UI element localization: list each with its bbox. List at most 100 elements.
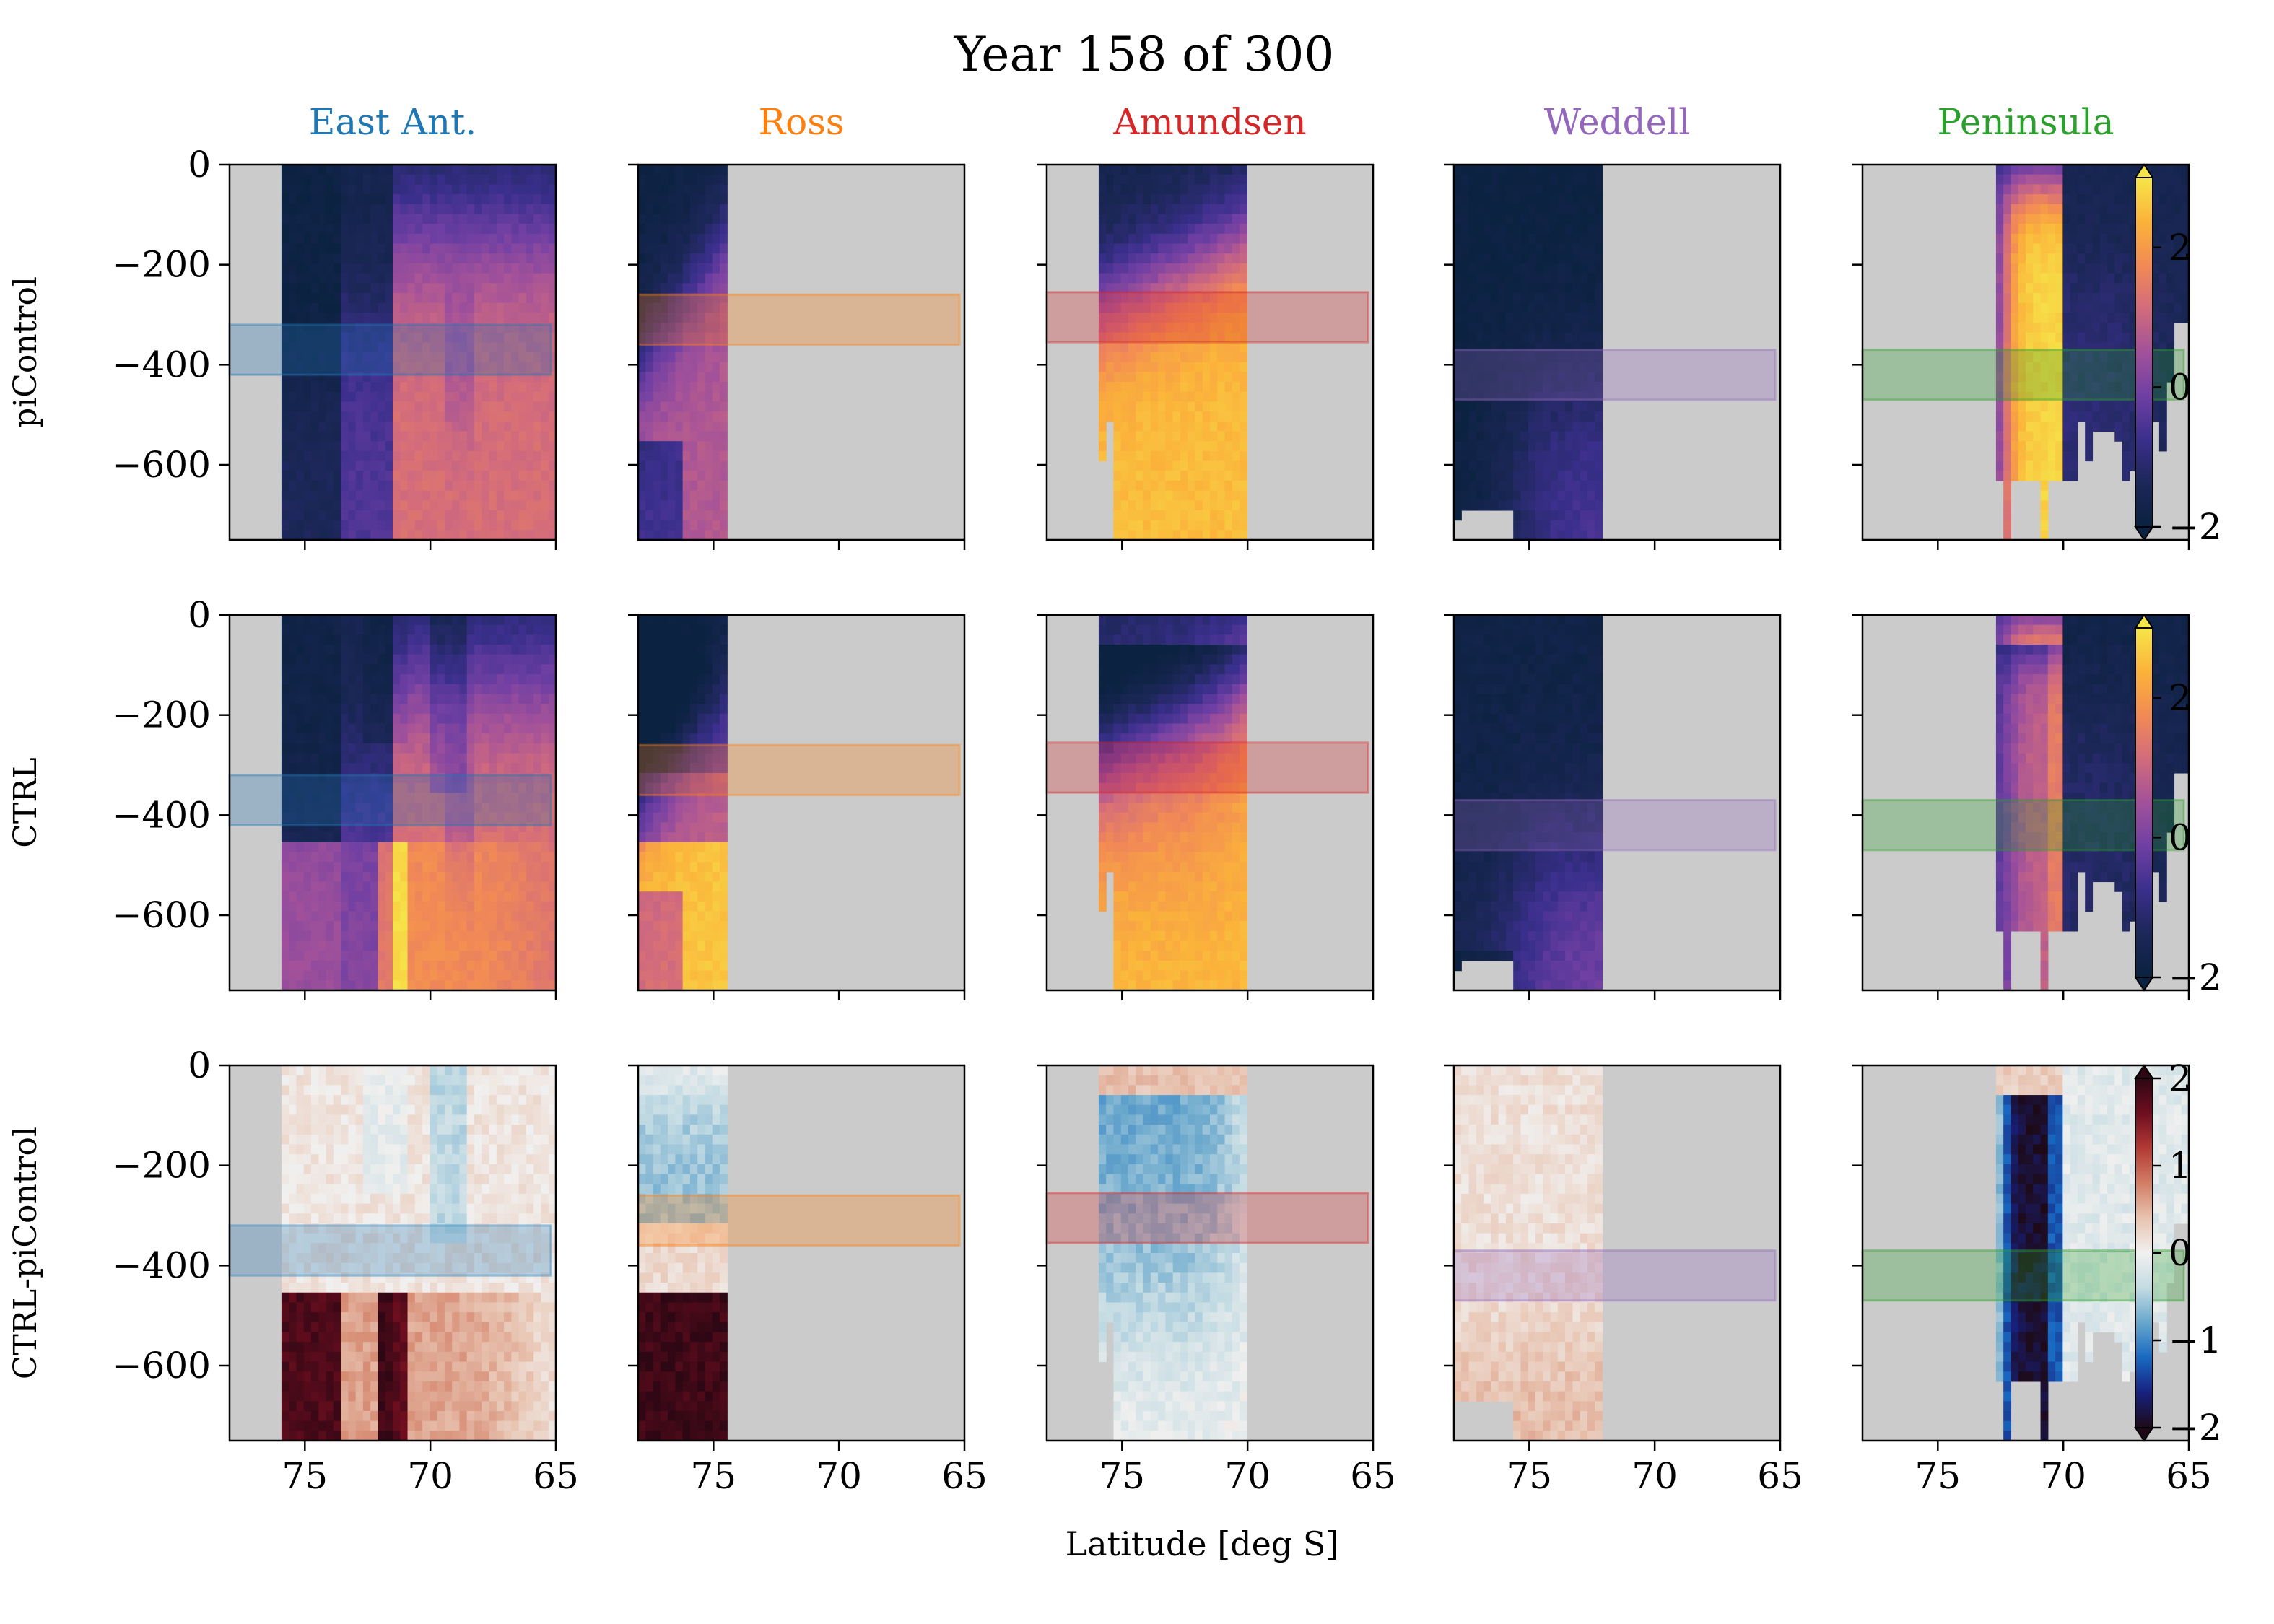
- heatmap-cell: [385, 842, 393, 853]
- heatmap-cell: [2077, 391, 2086, 403]
- heatmap-cell: [1165, 471, 1174, 481]
- heatmap-cell: [459, 530, 468, 541]
- heatmap-cell: [1595, 263, 1603, 274]
- heatmap-cell: [1158, 490, 1166, 501]
- heatmap-cell: [1520, 292, 1529, 304]
- heatmap-cell: [1165, 214, 1174, 224]
- heatmap-cell: [385, 921, 393, 932]
- heatmap-cell: [400, 471, 409, 481]
- heatmap-cell: [318, 871, 327, 883]
- heatmap-cell: [348, 411, 357, 422]
- heatmap-cell: [452, 302, 461, 313]
- heatmap-cell: [370, 263, 379, 274]
- heatmap-cell: [422, 520, 430, 531]
- heatmap-cell: [303, 615, 312, 626]
- heatmap-cell: [1098, 214, 1107, 224]
- heatmap-cell: [2026, 313, 2034, 323]
- heatmap-cell: [496, 411, 505, 422]
- heatmap-cell: [1535, 421, 1543, 432]
- heatmap-cell: [1202, 490, 1211, 501]
- heatmap-cell: [1565, 243, 1573, 254]
- heatmap-cell: [2018, 253, 2026, 264]
- heatmap-cell: [2003, 401, 2012, 412]
- heatmap-cell: [296, 283, 305, 294]
- heatmap-cell: [518, 233, 527, 245]
- heatmap-cell: [511, 283, 520, 294]
- heatmap-cell: [2018, 401, 2026, 412]
- heatmap-cell: [2085, 243, 2094, 254]
- heatmap-cell: [385, 723, 393, 734]
- heatmap-cell: [422, 322, 430, 333]
- heatmap-cell: [437, 313, 445, 323]
- heatmap-cell: [2062, 460, 2071, 471]
- heatmap-cell: [1224, 520, 1233, 531]
- heatmap-cell: [1224, 184, 1233, 195]
- heatmap-cell: [407, 842, 416, 853]
- heatmap-cell: [1520, 490, 1529, 501]
- heatmap-cell: [430, 263, 438, 274]
- heatmap-cell: [489, 283, 497, 294]
- heatmap-cell: [1113, 500, 1122, 511]
- heatmap-cell: [1172, 441, 1181, 452]
- heatmap-cell: [303, 441, 312, 452]
- heatmap-cell: [2040, 471, 2049, 481]
- heatmap-cell: [378, 401, 386, 412]
- heatmap-cell: [2011, 263, 2019, 274]
- heatmap-cell: [437, 842, 445, 853]
- heatmap-cell: [1232, 283, 1240, 294]
- heatmap-cell: [1491, 165, 1499, 175]
- heatmap-cell: [1106, 382, 1115, 393]
- heatmap-cell: [2122, 441, 2130, 452]
- heatmap-cell: [1535, 224, 1543, 235]
- heatmap-cell: [1550, 174, 1559, 185]
- heatmap-cell: [1528, 292, 1536, 304]
- heatmap-cell: [459, 204, 468, 215]
- heatmap-cell: [660, 352, 668, 363]
- heatmap-cell: [1136, 520, 1144, 531]
- heatmap-cell: [1195, 342, 1203, 353]
- heatmap-cell: [675, 174, 684, 185]
- heatmap-cell: [281, 862, 289, 873]
- heatmap-cell: [2129, 372, 2138, 383]
- heatmap-cell: [1232, 450, 1240, 462]
- heatmap-cell: [1491, 233, 1499, 245]
- heatmap-cell: [668, 283, 676, 294]
- heatmap-cell: [318, 471, 327, 481]
- heatmap-cell: [2114, 263, 2123, 274]
- heatmap-cell: [504, 431, 512, 442]
- heatmap-cell: [1136, 450, 1144, 462]
- heatmap-cell: [1232, 214, 1240, 224]
- heatmap-cell: [1172, 233, 1181, 245]
- heatmap-cell: [1476, 342, 1484, 353]
- heatmap-cell: [1232, 342, 1240, 353]
- heatmap-cell: [444, 460, 453, 471]
- heatmap-cell: [393, 214, 401, 224]
- heatmap-cell: [289, 753, 297, 764]
- heatmap-cell: [1587, 352, 1595, 363]
- heatmap-cell: [370, 342, 379, 353]
- heatmap-cell: [2033, 263, 2042, 274]
- heatmap-cell: [638, 460, 646, 471]
- heatmap-cell: [1543, 471, 1551, 481]
- heatmap-cell: [296, 253, 305, 264]
- heatmap-cell: [378, 822, 386, 833]
- heatmap-cell: [2062, 263, 2071, 274]
- y-tick-label: −400: [112, 344, 211, 385]
- heatmap-cell: [720, 263, 728, 274]
- heatmap-cell: [2129, 263, 2138, 274]
- heatmap-cell: [638, 471, 646, 481]
- heatmap-cell: [341, 322, 349, 333]
- heatmap-cell: [1232, 273, 1240, 284]
- heatmap-cell: [355, 704, 364, 715]
- heatmap-cell: [1232, 165, 1240, 175]
- heatmap-cell: [281, 253, 289, 264]
- heatmap-cell: [511, 382, 520, 393]
- heatmap-cell: [1587, 233, 1595, 245]
- heatmap-cell: [2047, 411, 2056, 422]
- heatmap-cell: [414, 224, 423, 235]
- heatmap-cell: [378, 615, 386, 626]
- heatmap-cell: [430, 911, 438, 922]
- heatmap-cell: [289, 733, 297, 744]
- heatmap-cell: [281, 421, 289, 432]
- heatmap-cell: [697, 342, 706, 353]
